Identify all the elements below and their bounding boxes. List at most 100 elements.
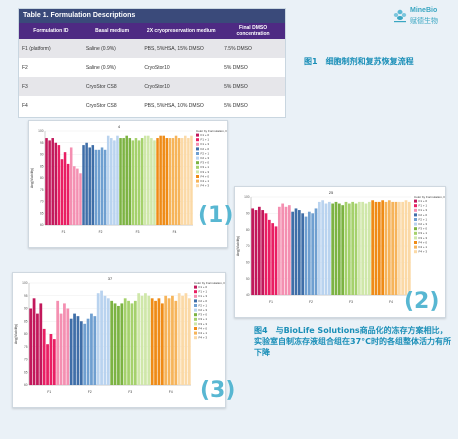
bar (46, 344, 49, 385)
legend-label: F3 + 3 (419, 236, 428, 240)
y-tick-label: 80 (40, 176, 44, 180)
bar (86, 318, 90, 385)
figure4-caption: 图4 与BioLife Solutions商品化的冻存方案相比，实验室自制冻存液… (254, 326, 452, 357)
x-group-label: F4 (389, 300, 393, 304)
bar (274, 226, 278, 295)
legend-title: Color by Formulation, Day (196, 129, 227, 133)
bar (73, 166, 76, 225)
bar (66, 163, 70, 225)
legend-swatch (414, 213, 417, 217)
legend-label: F1 + 3 (199, 294, 208, 298)
table-cell: PBS, 5%HSA, 10% DMSO (141, 96, 222, 115)
bar (73, 313, 76, 385)
bar (311, 213, 315, 295)
bar (100, 290, 103, 385)
logo-name-cn: 赋德生物 (410, 17, 438, 25)
bar (106, 135, 110, 225)
bar (79, 321, 83, 385)
bar (60, 159, 64, 225)
bar (147, 135, 150, 225)
y-tick-label: 80 (24, 332, 28, 336)
legend-label: F4 + 1 (419, 245, 428, 249)
table-header-cell: Basal medium (82, 23, 142, 39)
bar (367, 201, 371, 295)
legend-title: Color by Formulation, Day (194, 281, 225, 285)
table-title: Table 1. Formulation Descriptions (19, 9, 285, 23)
bar (337, 203, 341, 295)
legend-label: F3 + 1 (199, 317, 208, 321)
y-tick-label: 90 (40, 153, 44, 157)
y-tick-label: 90 (246, 212, 250, 216)
bar (374, 201, 378, 295)
legend-swatch (414, 204, 417, 208)
legend-label: F1 + 1 (199, 290, 208, 294)
table-row: F3 CryoStor CS8 CryoStor10 5% DMSO (19, 77, 285, 96)
legend-label: F4 + 0 (199, 326, 208, 330)
viability-chart-25c: 25 Avg(Viability) 40 50 60 70 80 90 100 F1 F2 F3 F4 C… (236, 190, 445, 304)
bar (48, 140, 51, 225)
bar (331, 203, 335, 295)
bar (32, 298, 36, 385)
bar (97, 149, 101, 225)
bar (351, 201, 355, 295)
viability-chart-37c: 37 Avg(Viability) 60 65 70 75 80 85 90 95 100 F1 F2 F… (14, 276, 225, 394)
x-group-label: F2 (99, 230, 103, 234)
bar (271, 223, 275, 295)
x-group-label: F1 (62, 230, 66, 234)
legend-swatch (196, 156, 199, 160)
bar (140, 138, 144, 225)
legend-swatch (194, 336, 197, 340)
table-cell: F3 (19, 77, 83, 96)
legend-swatch (196, 175, 199, 178)
y-tick-label: 40 (246, 293, 250, 297)
table-header-cell: Final DMSO concentration (221, 23, 285, 39)
bar (130, 303, 134, 385)
legend-label: F3 + 3 (201, 170, 210, 174)
table-cell: F4 (19, 96, 83, 115)
y-tick-label: 75 (40, 188, 44, 192)
bar (407, 201, 411, 295)
y-tick-label: 90 (24, 307, 28, 311)
bar (177, 138, 181, 225)
bar (174, 135, 178, 225)
bar (321, 200, 325, 295)
table-row: F4 CryoStor CS8 PBS, 5%HSA, 10% DMSO 5% … (19, 96, 285, 115)
legend-swatch (194, 327, 197, 330)
bar (103, 149, 107, 225)
bar (76, 316, 80, 385)
bar (304, 216, 308, 295)
chart-card-25c: 25 Avg(Viability) 40 50 60 70 80 90 100 F1 F2 F3 F4 C… (234, 186, 446, 318)
bar (257, 206, 261, 295)
bar (251, 208, 255, 295)
bar (85, 142, 88, 225)
x-group-label: F2 (88, 390, 92, 394)
x-group-label: F4 (169, 390, 173, 394)
bar (404, 200, 408, 295)
legend-swatch (196, 184, 199, 188)
bar (334, 201, 338, 295)
bar (49, 334, 53, 385)
legend-swatch (194, 308, 197, 312)
bar (120, 303, 124, 385)
legend-swatch (194, 285, 197, 289)
legend-label: F3 + 0 (201, 161, 210, 165)
bar (377, 201, 381, 295)
table-cell: 7.5% DMSO (221, 39, 285, 58)
bar (281, 203, 285, 295)
bar (110, 300, 114, 385)
bar (154, 300, 157, 385)
legend-swatch (196, 165, 199, 169)
legend-label: F1 + 0 (199, 285, 208, 289)
viability-chart-4c: 4 Avg(Viability) 60 65 70 75 80 85 90 95 100 F1 F2 F3… (30, 124, 227, 234)
bar (76, 168, 79, 225)
bar (168, 138, 172, 225)
logo-name-en: MineBio (410, 7, 438, 14)
bar (63, 152, 67, 225)
bar (150, 138, 153, 225)
bar (190, 135, 193, 225)
legend-swatch (194, 304, 197, 307)
bar (128, 138, 132, 225)
bar (110, 138, 113, 225)
bar (264, 213, 268, 295)
bar (177, 293, 181, 385)
